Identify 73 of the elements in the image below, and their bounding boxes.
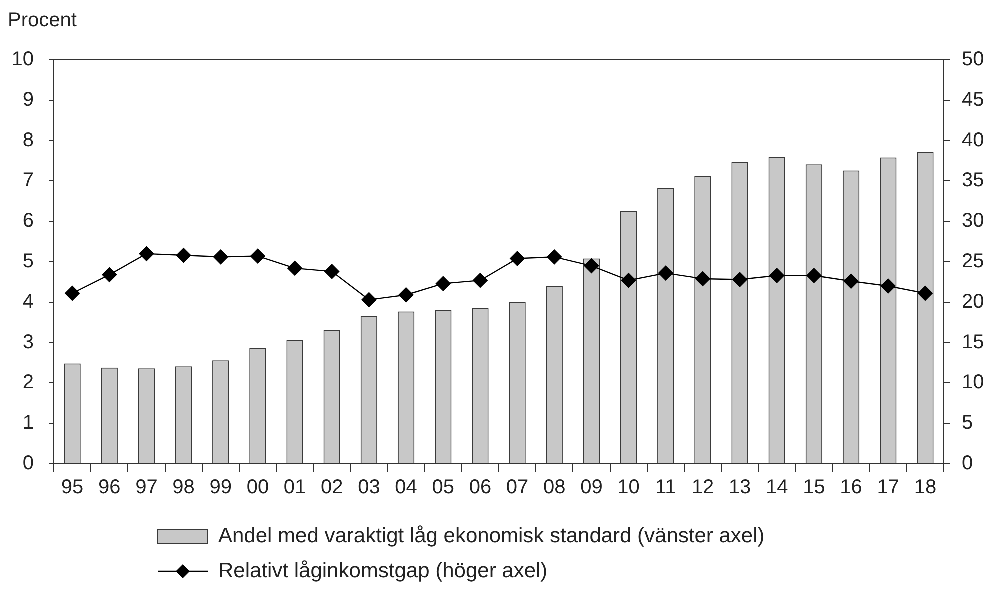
point — [398, 288, 414, 303]
x-tick-label: 03 — [358, 476, 380, 499]
legend-label: Andel med varaktigt låg ekonomisk standard (vänster axel) — [218, 524, 765, 548]
y-tick-label: 7 — [22, 170, 34, 192]
x-tick-label: 00 — [246, 476, 270, 499]
y2-tick-label: 10 — [962, 372, 984, 394]
point — [102, 267, 118, 282]
x-tick-label: 98 — [172, 476, 195, 499]
y-tick-label: 5 — [22, 250, 34, 273]
point — [472, 273, 488, 288]
y-tick-label: 6 — [22, 210, 34, 232]
x-tick-label: 06 — [469, 476, 492, 499]
y-tick-label: 3 — [22, 331, 34, 354]
y2-tick-label: 50 — [962, 48, 984, 71]
y-tick-label: 10 — [12, 48, 34, 71]
y2-tick-label: 35 — [962, 170, 984, 192]
y-tick-label: 8 — [22, 129, 34, 152]
point — [621, 273, 636, 288]
point — [584, 258, 600, 274]
y2-tick-label: 40 — [962, 129, 984, 152]
point — [547, 250, 562, 265]
x-tick-label: 11 — [655, 476, 676, 499]
x-tick-label: 07 — [506, 476, 529, 499]
y-tick-label: 0 — [22, 452, 34, 475]
x-tick-label: 02 — [321, 476, 344, 499]
point — [250, 248, 266, 264]
x-tick-label: 18 — [914, 476, 937, 499]
x-tick-label: 96 — [98, 476, 121, 499]
point — [139, 246, 154, 262]
y2-tick-label: 20 — [962, 290, 984, 313]
point — [806, 268, 822, 284]
x-tick-label: 16 — [840, 476, 862, 499]
point — [288, 260, 303, 276]
y-tick-label: 1 — [22, 412, 34, 434]
x-tick-label: 12 — [692, 476, 714, 499]
x-tick-label: 09 — [580, 476, 603, 499]
point — [362, 292, 377, 308]
point — [732, 272, 748, 288]
y2-tick-label: 25 — [962, 250, 984, 273]
point — [436, 276, 451, 292]
x-tick-label: 14 — [766, 476, 788, 499]
point — [176, 248, 192, 264]
point — [324, 264, 340, 280]
x-tick-label: 95 — [61, 476, 84, 499]
legend-label: Relativt låginkomstgap (höger axel) — [218, 559, 548, 582]
y2-tick-label: 15 — [962, 331, 984, 354]
point — [213, 250, 228, 265]
point — [770, 268, 785, 284]
x-tick-label: 04 — [395, 476, 418, 499]
point — [510, 251, 526, 266]
y2-tick-label: 0 — [962, 452, 974, 475]
point — [65, 286, 80, 302]
y-axis-title: Procent — [8, 10, 78, 32]
point — [695, 271, 710, 286]
x-tick-label: 01 — [284, 476, 306, 499]
y2-tick-label: 45 — [962, 88, 984, 111]
y2-tick-label: 5 — [962, 412, 974, 434]
point — [658, 266, 674, 281]
y-tick-label: 4 — [22, 290, 34, 313]
x-tick-label: 17 — [877, 476, 900, 499]
x-tick-label: 97 — [136, 476, 158, 499]
y-tick-label: 9 — [22, 88, 34, 111]
point — [880, 278, 896, 294]
x-tick-label: 10 — [618, 476, 640, 499]
x-tick-label: 13 — [728, 476, 752, 499]
x-tick-label: 05 — [432, 476, 454, 499]
point — [918, 286, 933, 302]
y2-tick-label: 30 — [962, 210, 984, 232]
point — [844, 274, 859, 289]
x-tick-label: 08 — [544, 476, 566, 499]
x-tick-label: 99 — [210, 476, 232, 499]
x-tick-label: 15 — [803, 476, 826, 499]
y-tick-label: 2 — [22, 372, 34, 394]
